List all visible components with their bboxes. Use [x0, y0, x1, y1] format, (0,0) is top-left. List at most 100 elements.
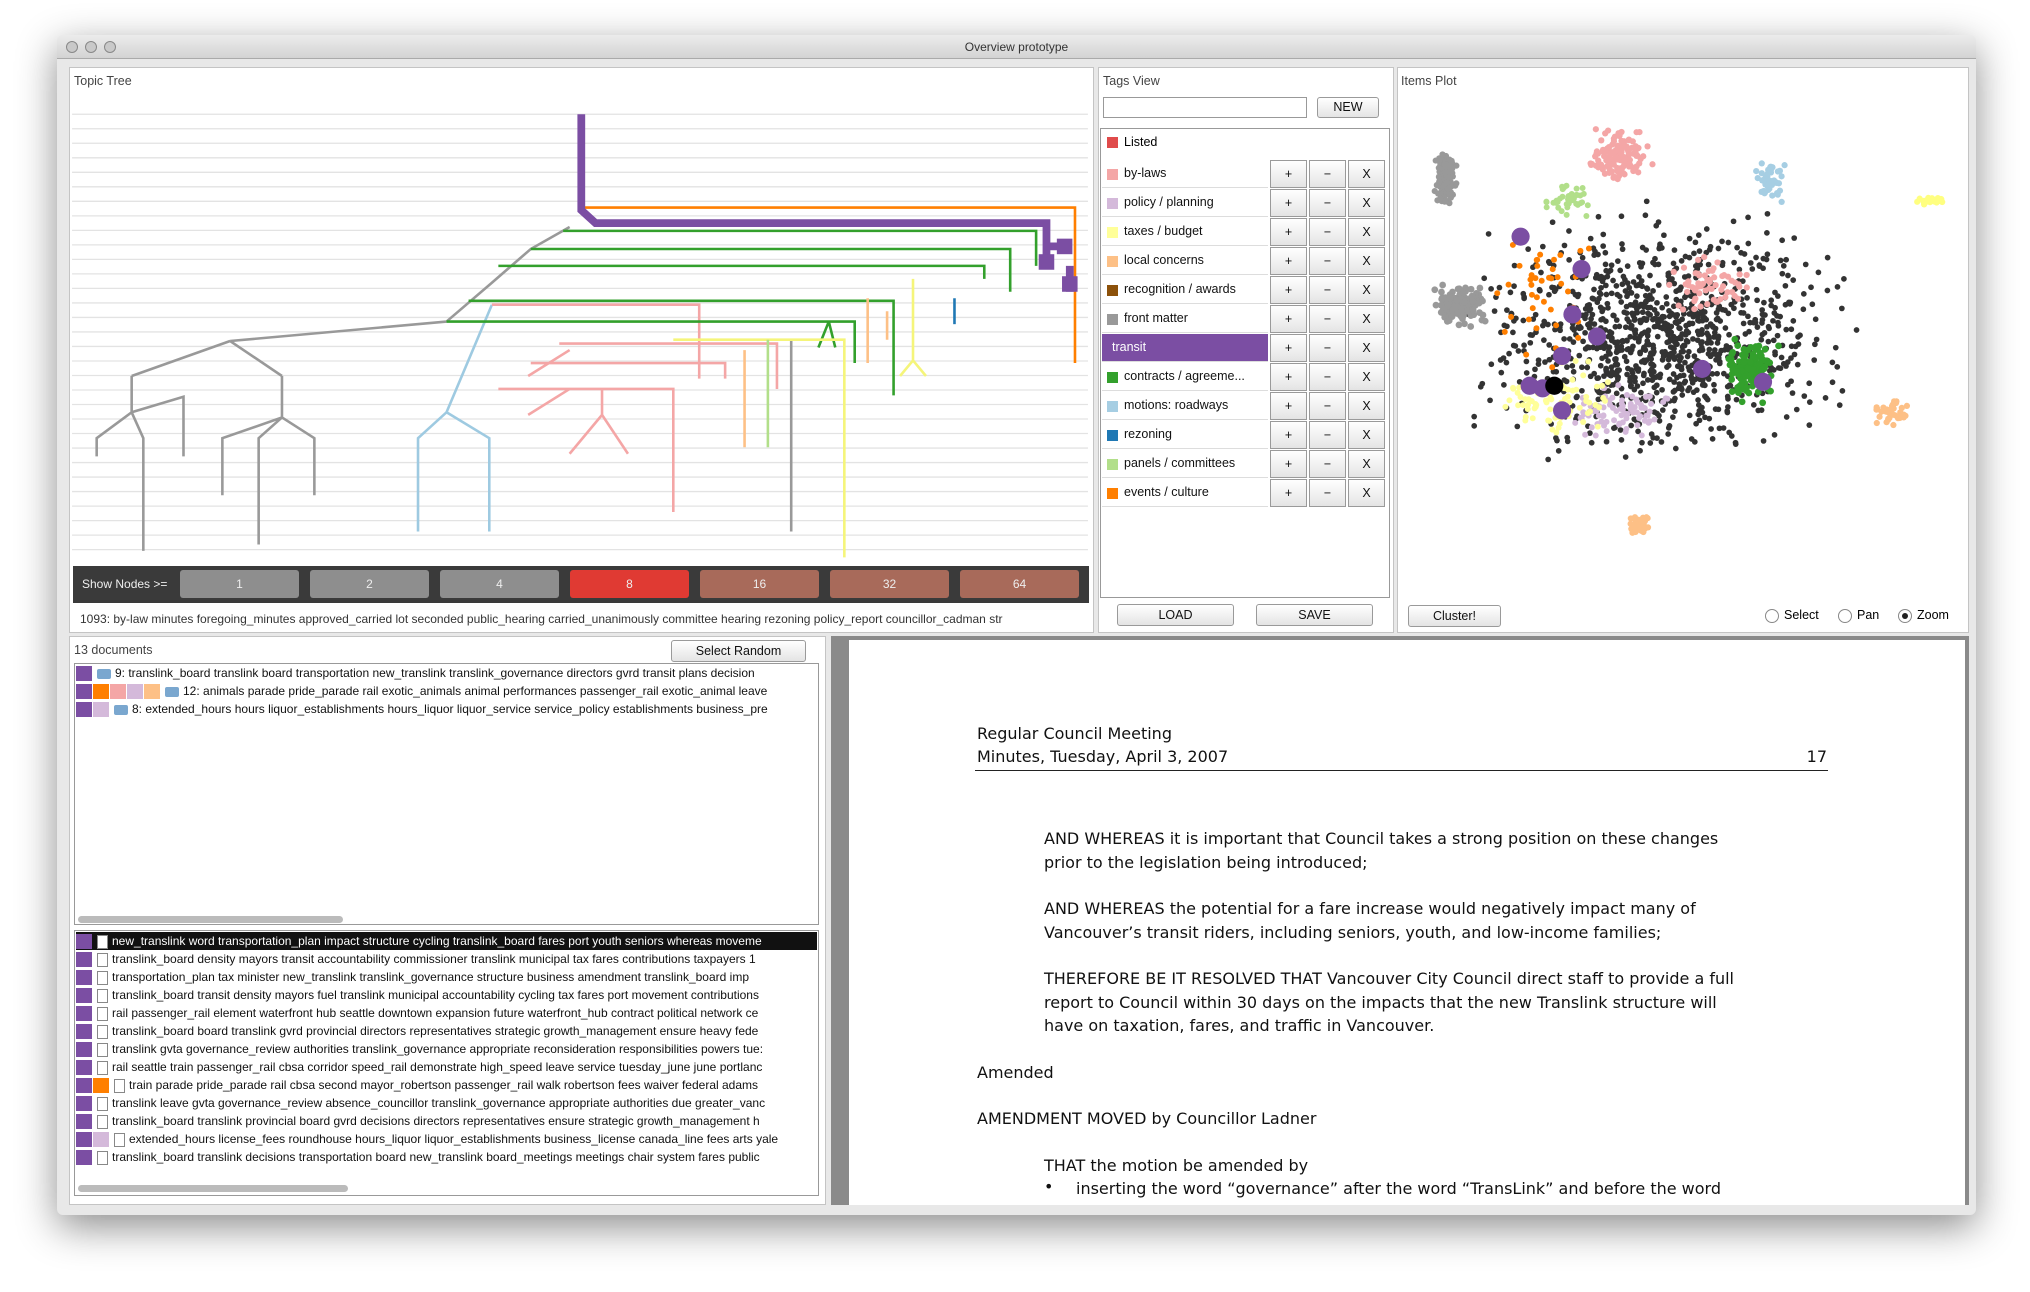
tag-button[interactable]: X — [1348, 363, 1385, 391]
tag-button[interactable]: X — [1348, 479, 1385, 507]
tag-button[interactable]: X — [1348, 276, 1385, 304]
node-button[interactable]: 4 — [440, 570, 559, 598]
tag-button[interactable]: X — [1348, 334, 1385, 362]
tag-button[interactable]: + — [1270, 189, 1307, 217]
tag-cell[interactable] — [1102, 363, 1268, 391]
list-row[interactable]: train parade pride_parade rail cbsa seco… — [76, 1076, 817, 1094]
tag-cell[interactable] — [1102, 334, 1268, 362]
tag-button[interactable]: + — [1270, 334, 1307, 362]
scrollbar[interactable] — [78, 916, 343, 923]
tag-button[interactable]: − — [1309, 218, 1346, 246]
snippet-row-selected[interactable]: new_translink word transportation_plan i… — [76, 932, 817, 950]
node-button[interactable]: 32 — [830, 570, 949, 598]
tag-name[interactable]: by-laws — [1124, 166, 1167, 180]
node-button[interactable]: 16 — [700, 570, 819, 598]
scrollbar[interactable] — [78, 1185, 348, 1192]
tag-name[interactable]: rezoning — [1124, 427, 1172, 441]
tag-button[interactable]: X — [1348, 392, 1385, 420]
list-row[interactable]: translink_board transit density mayors f… — [76, 986, 817, 1004]
tag-button[interactable]: X — [1348, 450, 1385, 478]
tag-button[interactable]: − — [1309, 305, 1346, 333]
new-button[interactable]: NEW — [1317, 97, 1379, 118]
tag-name[interactable]: contracts / agreeme... — [1124, 369, 1245, 383]
tag-cell[interactable] — [1102, 392, 1268, 420]
tag-button[interactable]: + — [1270, 160, 1307, 188]
tag-cell[interactable] — [1102, 479, 1268, 507]
close-button[interactable] — [66, 41, 78, 53]
list-row[interactable]: 9: translink_board translink board trans… — [76, 664, 817, 682]
tag-name[interactable]: front matter — [1124, 311, 1188, 325]
tag-name[interactable]: recognition / awards — [1124, 282, 1236, 296]
items-plot[interactable] — [1400, 90, 1964, 570]
tag-cell[interactable] — [1102, 247, 1268, 275]
tag-name[interactable]: local concerns — [1124, 253, 1204, 267]
tag-button[interactable]: − — [1309, 276, 1346, 304]
tag-button[interactable]: X — [1348, 189, 1385, 217]
tag-button[interactable]: − — [1309, 450, 1346, 478]
tag-button[interactable]: + — [1270, 421, 1307, 449]
tag-button[interactable]: X — [1348, 218, 1385, 246]
list-row[interactable]: extended_hours license_fees roundhouse h… — [76, 1130, 817, 1148]
select-random-button[interactable]: Select Random — [671, 640, 806, 662]
tag-button[interactable]: + — [1270, 305, 1307, 333]
list-row[interactable]: transportation_plan tax minister new_tra… — [76, 968, 817, 986]
tag-input[interactable] — [1103, 97, 1307, 118]
radio[interactable] — [1765, 609, 1779, 623]
radio-label[interactable]: Select — [1784, 608, 1819, 622]
tag-name[interactable]: panels / committees — [1124, 456, 1236, 470]
tag-cell[interactable] — [1102, 189, 1268, 217]
save-button[interactable]: SAVE — [1256, 604, 1373, 626]
tag-cell[interactable] — [1102, 305, 1268, 333]
node-button[interactable]: 1 — [180, 570, 299, 598]
radio-label[interactable]: Pan — [1857, 608, 1880, 622]
list-row[interactable]: rail seattle train passenger_rail cbsa c… — [76, 1058, 817, 1076]
tag-button[interactable]: + — [1270, 450, 1307, 478]
tag-button[interactable]: − — [1309, 247, 1346, 275]
tag-cell[interactable] — [1102, 421, 1268, 449]
tag-button[interactable]: − — [1309, 160, 1346, 188]
tag-button[interactable]: X — [1348, 247, 1385, 275]
tag-button[interactable]: − — [1309, 363, 1346, 391]
list-row[interactable]: translink leave gvta governance_review a… — [76, 1094, 817, 1112]
tag-cell[interactable] — [1102, 218, 1268, 246]
list-row[interactable]: translink_board board translink gvrd pro… — [76, 1022, 817, 1040]
list-row[interactable]: translink gvta governance_review authori… — [76, 1040, 817, 1058]
tag-name[interactable]: events / culture — [1124, 485, 1209, 499]
tag-button[interactable]: − — [1309, 421, 1346, 449]
tag-cell[interactable] — [1102, 160, 1268, 188]
radio[interactable] — [1838, 609, 1852, 623]
tag-button[interactable]: + — [1270, 392, 1307, 420]
cluster-button[interactable]: Cluster! — [1408, 605, 1501, 627]
tag-cell[interactable] — [1102, 276, 1268, 304]
tag-button[interactable]: − — [1309, 189, 1346, 217]
list-row[interactable]: translink_board translink decisions tran… — [76, 1148, 817, 1166]
tag-button[interactable]: X — [1348, 305, 1385, 333]
tag-button[interactable]: − — [1309, 392, 1346, 420]
tag-button[interactable]: + — [1270, 247, 1307, 275]
node-button[interactable]: 8 — [570, 570, 689, 598]
tag-button[interactable]: − — [1309, 334, 1346, 362]
list-row[interactable]: rail passenger_rail element waterfront h… — [76, 1004, 817, 1022]
tag-name[interactable]: transit — [1112, 340, 1147, 354]
tag-name[interactable]: policy / planning — [1124, 195, 1214, 209]
load-button[interactable]: LOAD — [1117, 604, 1234, 626]
node-button[interactable]: 2 — [310, 570, 429, 598]
node-button[interactable]: 64 — [960, 570, 1079, 598]
list-row[interactable]: 12: animals parade pride_parade rail exo… — [76, 682, 817, 700]
list-row[interactable]: translink_board translink provincial boa… — [76, 1112, 817, 1130]
zoom-button[interactable] — [104, 41, 116, 53]
tag-name[interactable]: motions: roadways — [1124, 398, 1229, 412]
list-row[interactable]: translink_board density mayors transit a… — [76, 950, 817, 968]
tag-button[interactable]: − — [1309, 479, 1346, 507]
tag-button[interactable]: + — [1270, 479, 1307, 507]
radio-label[interactable]: Zoom — [1917, 608, 1949, 622]
tag-button[interactable]: + — [1270, 276, 1307, 304]
tag-name[interactable]: taxes / budget — [1124, 224, 1203, 238]
minimize-button[interactable] — [85, 41, 97, 53]
list-row[interactable]: 8: extended_hours hours liquor_establish… — [76, 700, 817, 718]
tag-button[interactable]: + — [1270, 218, 1307, 246]
tag-button[interactable]: X — [1348, 421, 1385, 449]
tag-cell[interactable] — [1102, 450, 1268, 478]
tag-button[interactable]: X — [1348, 160, 1385, 188]
topic-tree[interactable] — [72, 100, 1088, 560]
